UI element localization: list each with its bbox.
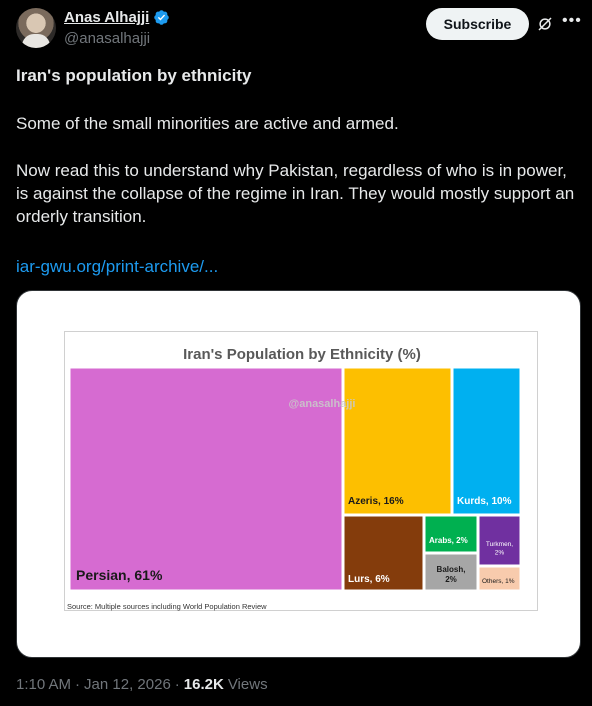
- treemap-cell-lurs: [343, 515, 424, 591]
- media-image[interactable]: Iran's Population by Ethnicity (%) Persi…: [16, 290, 581, 658]
- treemap-chart: Iran's Population by Ethnicity (%) Persi…: [67, 346, 521, 611]
- treemap-cell-balosh: [424, 553, 478, 591]
- views-count: 16.2K: [183, 676, 224, 693]
- post-time[interactable]: 1:10 AM: [16, 676, 72, 693]
- chart-frame: Iran's Population by Ethnicity (%) Persi…: [64, 331, 538, 611]
- handle[interactable]: @anasalhajji: [64, 30, 151, 47]
- treemap-cell-kurds: [452, 367, 521, 515]
- treemap-label-balosh: Balosh, 2%: [437, 565, 466, 584]
- treemap-label-kurds: Kurds, 10%: [457, 496, 512, 507]
- chart-watermark: @anasalhajji: [289, 398, 356, 410]
- display-name[interactable]: Anas Alhajji: [64, 9, 150, 26]
- grok-icon[interactable]: [536, 15, 554, 33]
- chart-source: Source: Multiple sources including World…: [67, 602, 267, 611]
- meta-separator: ·: [75, 676, 81, 693]
- treemap-label-arabs: Arabs, 2%: [429, 536, 468, 545]
- post-title: Iran's population by ethnicity: [16, 66, 252, 85]
- post-paragraph-2: Now read this to understand why Pakistan…: [16, 161, 575, 226]
- post-meta: 1:10 AM · Jan 12, 2026 · 16.2K Views: [16, 676, 268, 693]
- post-date[interactable]: Jan 12, 2026: [84, 676, 171, 693]
- treemap-cell-turkmen: [478, 515, 521, 566]
- treemap-label-azeris: Azeris, 16%: [348, 496, 404, 507]
- treemap-cells: Persian, 61% Azeris, 16% Kurds, 10% Lurs, 6…: [69, 367, 521, 591]
- treemap-cell-arabs: [424, 515, 478, 553]
- avatar[interactable]: [16, 8, 56, 48]
- subscribe-button[interactable]: Subscribe: [426, 8, 529, 40]
- treemap-cell-persian: [69, 367, 343, 591]
- post-header: Anas Alhajji @anasalhajji Subscribe •••: [16, 8, 581, 52]
- post-paragraph-1: Some of the small minorities are active …: [16, 114, 399, 133]
- treemap-cell-others: [478, 566, 521, 591]
- chart-title: Iran's Population by Ethnicity (%): [183, 346, 421, 363]
- post-link[interactable]: iar-gwu.org/print-archive/...: [16, 257, 219, 276]
- treemap-label-others: Others, 1%: [482, 578, 515, 585]
- views-label: Views: [227, 676, 268, 693]
- name-row: Anas Alhajji: [64, 9, 170, 26]
- meta-separator: ·: [174, 676, 180, 693]
- verified-badge-icon: [154, 10, 170, 25]
- treemap-label-lurs: Lurs, 6%: [348, 574, 390, 585]
- more-options-icon[interactable]: •••: [562, 12, 582, 29]
- treemap-label-persian: Persian, 61%: [76, 567, 163, 583]
- treemap-cell-azeris: [343, 367, 452, 515]
- treemap-label-turkmen: Turkmen, 2%: [486, 541, 513, 557]
